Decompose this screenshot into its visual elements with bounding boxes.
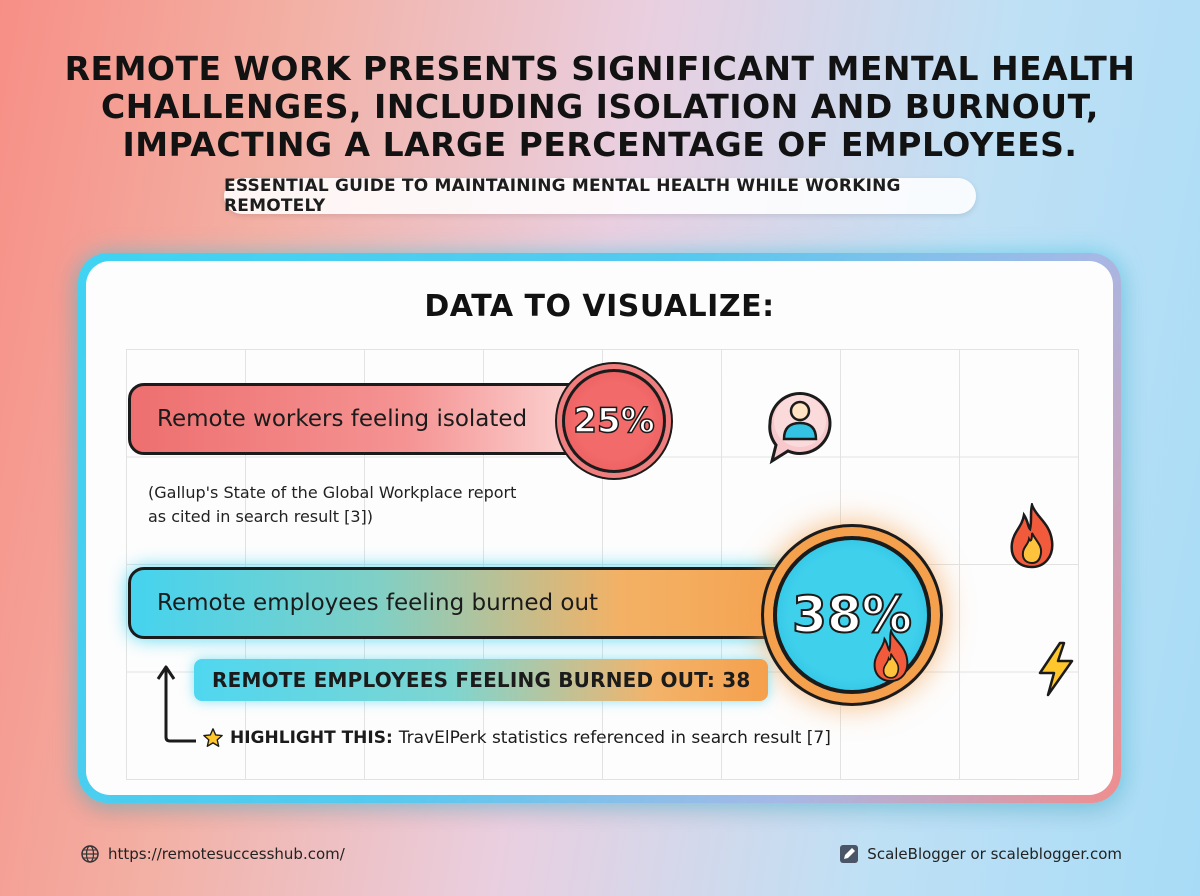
footer-url[interactable]: https://remotesuccesshub.com/ (80, 844, 345, 864)
footer-url-text[interactable]: https://remotesuccesshub.com/ (108, 845, 345, 863)
headline: REMOTE WORK PRESENTS SIGNIFICANT MENTAL … (64, 49, 1136, 164)
subtitle-pill: ESSENTIAL GUIDE TO MAINTAINING MENTAL HE… (224, 176, 976, 216)
source-note: (Gallup's State of the Global Workplace … (148, 483, 517, 526)
bar-isolated: Remote workers feeling isolated (128, 383, 592, 455)
data-card: DATA TO VISUALIZE: Remote workers feelin… (86, 261, 1113, 795)
bar-burned-out: Remote employees feeling burned out (128, 567, 833, 639)
fire-icon (873, 629, 909, 683)
highlight-note: HIGHLIGHT THIS: TravElPerk statistics re… (202, 727, 831, 749)
subtitle-text: ESSENTIAL GUIDE TO MAINTAINING MENTAL HE… (224, 176, 901, 216)
lightning-bolt-icon (1038, 641, 1074, 697)
card-title: DATA TO VISUALIZE: (424, 289, 775, 324)
bar-label-burned-out: Remote employees feeling burned out (157, 590, 599, 616)
arrow-up-icon (156, 665, 196, 743)
fire-icon (1010, 503, 1054, 569)
bar-label-isolated: Remote workers feeling isolated (157, 406, 528, 432)
star-icon (203, 728, 223, 747)
value-label-isolated: 25% (573, 400, 656, 442)
pen-icon (840, 845, 859, 863)
person-icon (768, 392, 832, 465)
callout-text: REMOTE EMPLOYEES FEELING BURNED OUT: 38 (212, 668, 751, 692)
footer-brand-text[interactable]: ScaleBlogger or scaleblogger.com (867, 845, 1122, 863)
highlight-label: HIGHLIGHT THIS: (230, 728, 393, 748)
callout-banner: REMOTE EMPLOYEES FEELING BURNED OUT: 38 (194, 659, 769, 701)
globe-icon (81, 845, 99, 863)
data-card-frame: DATA TO VISUALIZE: Remote workers feelin… (78, 253, 1121, 803)
footer-brand[interactable]: ScaleBlogger or scaleblogger.com (839, 844, 1122, 864)
value-badge-isolated: 25% (562, 369, 666, 473)
highlight-text: TravElPerk statistics referenced in sear… (398, 728, 831, 748)
